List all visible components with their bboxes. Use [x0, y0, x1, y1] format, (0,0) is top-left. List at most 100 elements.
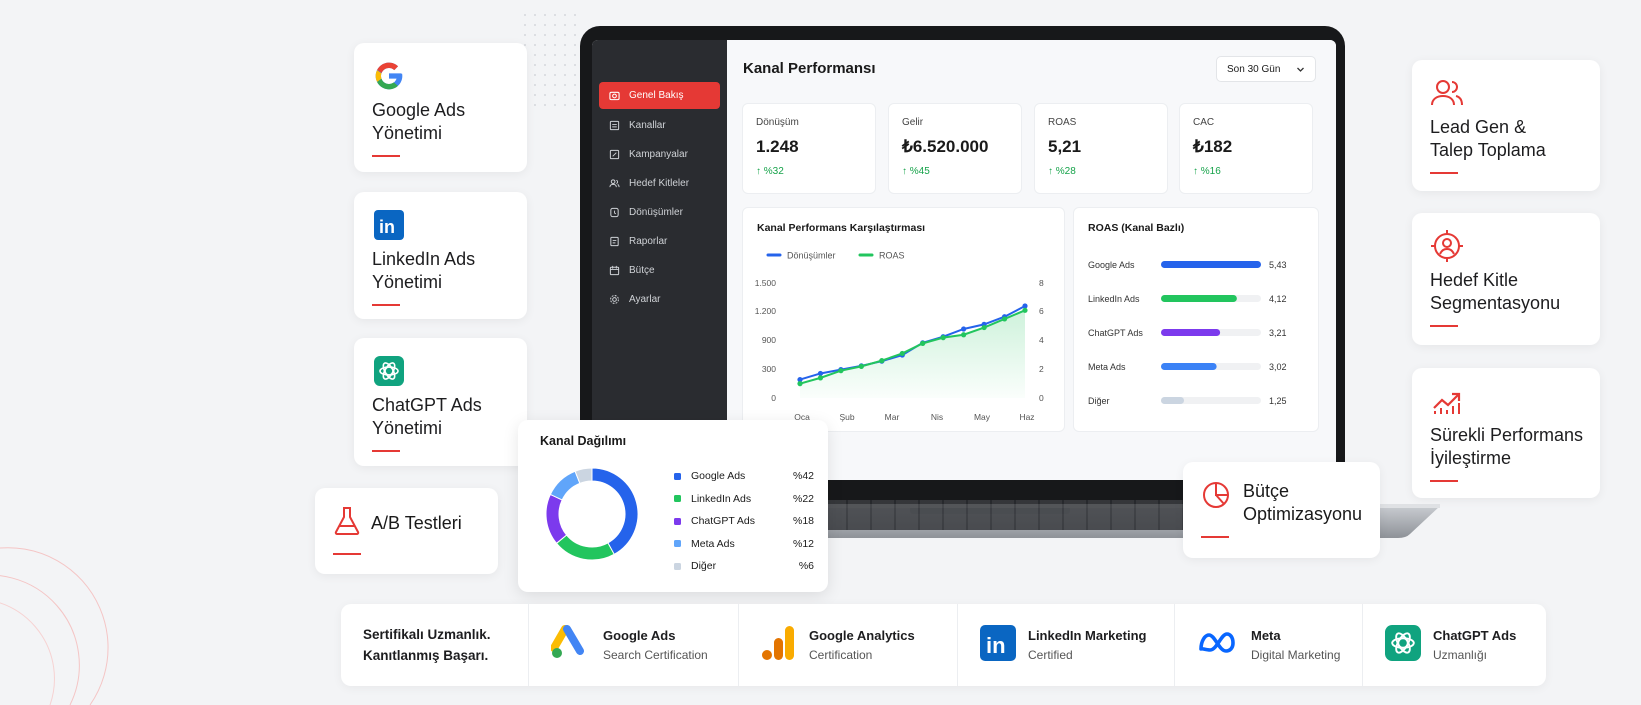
feature-title: ChatGPT Ads Yönetimi — [372, 395, 482, 438]
bar — [1161, 329, 1221, 336]
legend-value: %6 — [798, 560, 814, 572]
feature-title: Bütçe Optimizasyonu — [1243, 481, 1363, 524]
sidebar-item-raporlar[interactable]: Raporlar — [599, 227, 720, 256]
cert-intro: Sertifikalı Uzmanlık. Kanıtlanmış Başarı… — [341, 604, 529, 686]
calendar-icon — [609, 265, 620, 276]
legend-swatch — [674, 472, 681, 480]
sidebar-item-butce[interactable]: Bütçe — [599, 256, 720, 285]
background-arc-decoration — [0, 547, 109, 705]
feature-title: Lead Gen & Talep Toplama — [1430, 117, 1546, 160]
openai-logo-icon — [372, 354, 406, 388]
sidebar-item-hedef-kitleler[interactable]: Hedef Kitleler — [599, 169, 720, 198]
x-tick-label: Oca — [794, 412, 810, 422]
kpi-card-cac: CAC ₺182 ↑ %16 — [1179, 103, 1313, 194]
feature-card-chatgpt-ads: ChatGPT Ads Yönetimi — [354, 338, 527, 466]
sidebar-item-label: Ayarlar — [629, 294, 661, 305]
accent-underline — [1430, 172, 1458, 174]
legend-value: %22 — [792, 492, 814, 505]
sidebar-item-label: Genel Bakış — [629, 90, 684, 101]
cert-intro-line: Sertifikalı Uzmanlık. — [363, 627, 491, 642]
cert-name: Meta — [1251, 628, 1281, 643]
legend-swatch — [674, 562, 681, 570]
sidebar-item-ayarlar[interactable]: Ayarlar — [599, 285, 720, 314]
data-point — [817, 370, 824, 377]
legend-label: Dönüşümler — [787, 251, 836, 261]
y-tick-right: 6 — [1039, 306, 1044, 316]
chart-title: Kanal Dağılımı — [540, 434, 627, 448]
accent-underline — [1201, 536, 1229, 538]
feature-card-performance: Sürekli Performans İyileştirme — [1412, 368, 1600, 498]
y-tick-left: 1.200 — [755, 306, 777, 316]
linkedin-logo-icon: in — [980, 624, 1016, 666]
roas-bar-chart: Google Ads 5,43 LinkedIn Ads 4,12 ChatGPT Ad… — [1088, 260, 1287, 406]
cert-google-analytics: Google Analytics Certification — [739, 604, 958, 686]
cert-intro-line: Kanıtlanmış Başarı. — [363, 648, 489, 663]
y-tick-right: 8 — [1039, 278, 1044, 288]
pie-chart-icon — [1201, 480, 1231, 526]
users-icon — [609, 179, 620, 188]
legend-swatch — [674, 517, 681, 525]
legend-row: ChatGPT Ads %18 — [674, 515, 814, 527]
data-point — [961, 332, 967, 338]
y-tick-right: 0 — [1039, 393, 1044, 403]
cert-meta: Meta Digital Marketing — [1175, 604, 1363, 686]
legend-row: Google Ads %42 — [674, 470, 814, 482]
feature-card-google-ads: Google Ads Yönetimi — [354, 43, 527, 172]
legend-label: Google Ads — [691, 470, 746, 482]
cert-chatgpt-ads: ChatGPT Ads Uzmanlığı — [1363, 604, 1546, 686]
camera-icon — [609, 91, 620, 101]
data-point — [1022, 307, 1028, 313]
data-point — [817, 375, 824, 381]
feature-title: A/B Testleri — [371, 513, 462, 533]
y-tick-left: 0 — [771, 393, 776, 403]
legend-swatch — [674, 540, 681, 547]
sidebar-item-kanallar[interactable]: Kanallar — [599, 111, 720, 140]
kpi-label: ROAS — [1048, 117, 1077, 128]
sidebar-item-kampanyalar[interactable]: Kampanyalar — [599, 140, 720, 169]
feature-card-ab-tests: A/B Testleri — [315, 488, 498, 574]
kpi-card-roas: ROAS 5,21 ↑ %28 — [1034, 103, 1168, 194]
sidebar-item-donusumler[interactable]: Dönüşümler — [599, 198, 720, 227]
date-range-value: Son 30 Gün — [1227, 63, 1281, 75]
feature-card-audience: Hedef Kitle Segmentasyonu — [1412, 213, 1600, 345]
certifications-bar: Sertifikalı Uzmanlık. Kanıtlanmış Başarı… — [341, 604, 1546, 686]
channel-distribution-card: Kanal Dağılımı Google Ads %42 LinkedIn Ads… — [518, 420, 828, 592]
data-point — [797, 377, 803, 383]
cert-linkedin-marketing: in LinkedIn Marketing Certified — [958, 604, 1175, 686]
feature-title: Sürekli Performans İyileştirme — [1430, 425, 1584, 468]
kpi-card-gelir: Gelir ₺6.520.000 ↑ %45 — [888, 103, 1022, 194]
kpi-change: ↑ %45 — [902, 166, 930, 177]
date-range-select[interactable]: Son 30 Gün — [1216, 56, 1316, 82]
cert-name: Google Ads — [603, 628, 676, 643]
feature-card-budget: Bütçe Optimizasyonu — [1183, 462, 1380, 558]
data-point — [961, 326, 967, 332]
y-tick-right: 2 — [1039, 364, 1044, 374]
data-point — [1022, 303, 1028, 309]
sidebar-item-genel-bakis[interactable]: Genel Bakış — [599, 82, 720, 109]
bar — [1161, 397, 1185, 404]
bar-value-label: 4,12 — [1269, 294, 1287, 304]
trend-up-icon — [1430, 384, 1464, 418]
legend-row: LinkedIn Ads %22 — [674, 493, 814, 505]
y-tick-left: 900 — [762, 335, 776, 345]
google-analytics-logo-icon — [761, 624, 797, 667]
kpi-change: ↑ %32 — [756, 166, 784, 177]
bar-value-label: 5,43 — [1269, 260, 1287, 270]
y-tick-left: 300 — [762, 364, 776, 374]
sidebar: Genel Bakış Kanallar Kampanyalar Hedef K… — [592, 40, 727, 480]
kpi-value: 1.248 — [756, 137, 799, 156]
bar-category-label: Meta Ads — [1088, 362, 1126, 372]
kpi-label: Dönüşüm — [756, 117, 799, 128]
meta-logo-icon — [1197, 630, 1239, 661]
bar-category-label: Diğer — [1088, 396, 1110, 406]
x-tick-label: Haz — [1019, 412, 1034, 422]
legend-label: ROAS — [879, 251, 905, 261]
bar-category-label: Google Ads — [1088, 260, 1135, 270]
legend-label: Meta Ads — [691, 537, 735, 550]
accent-underline — [333, 553, 361, 555]
kpi-change: ↑ %28 — [1048, 166, 1076, 177]
accent-underline — [372, 450, 400, 452]
legend-value: %18 — [792, 515, 814, 527]
donut-slice — [574, 467, 593, 484]
cert-sub: Digital Marketing — [1251, 648, 1341, 662]
